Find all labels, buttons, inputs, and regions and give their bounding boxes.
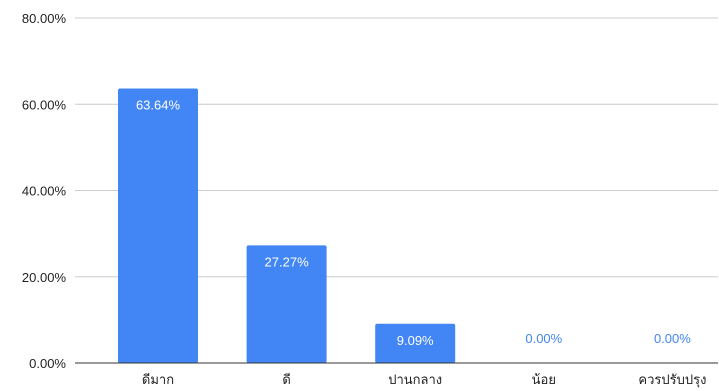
y-tick-label: 60.00% [22, 97, 67, 112]
x-category-label: ปานกลาง [388, 373, 442, 388]
bars [118, 88, 456, 364]
x-category-label: ดีมาก [142, 372, 174, 388]
data-label: 0.00% [654, 331, 691, 346]
x-axis-categories: ดีมาก ดี ปานกลาง น้อย ควรปรับปรุง [142, 372, 707, 388]
data-label: 63.64% [136, 98, 181, 113]
bar [118, 88, 198, 364]
bar [375, 323, 456, 363]
data-label: 27.27% [265, 254, 310, 269]
data-label: 9.09% [397, 333, 434, 348]
y-tick-label: 40.00% [22, 184, 67, 199]
y-tick-label: 20.00% [22, 270, 67, 285]
y-axis-ticks: 0.00% 20.00% 40.00% 60.00% 80.00% [22, 11, 67, 371]
bar [246, 245, 327, 363]
x-category-label: น้อย [532, 373, 556, 388]
data-labels: 63.64% 27.27% 9.09% 0.00% 0.00% [136, 98, 691, 348]
x-category-label: ดี [282, 372, 290, 388]
y-tick-label: 0.00% [29, 356, 66, 371]
data-label: 0.00% [525, 331, 562, 346]
y-tick-label: 80.00% [22, 11, 67, 26]
x-category-label: ควรปรับปรุง [638, 373, 706, 388]
